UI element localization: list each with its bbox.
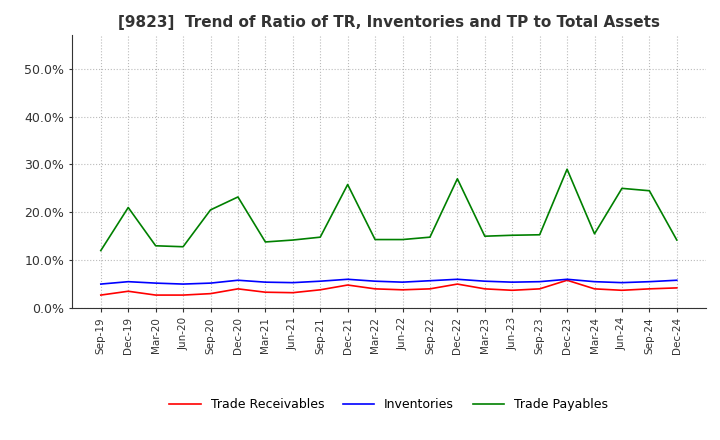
Trade Payables <box>590 231 599 236</box>
Inventories <box>124 279 132 284</box>
Line: Inventories: Inventories <box>101 279 677 284</box>
Trade Receivables <box>563 278 572 283</box>
Trade Payables <box>453 176 462 181</box>
Inventories <box>645 279 654 284</box>
Inventories <box>563 277 572 282</box>
Trade Receivables <box>618 288 626 293</box>
Trade Payables <box>206 207 215 213</box>
Inventories <box>618 280 626 285</box>
Inventories <box>289 280 297 285</box>
Trade Receivables <box>124 289 132 294</box>
Line: Trade Receivables: Trade Receivables <box>101 280 677 295</box>
Trade Payables <box>645 188 654 194</box>
Trade Receivables <box>343 282 352 288</box>
Trade Payables <box>96 248 105 253</box>
Trade Receivables <box>316 287 325 293</box>
Trade Receivables <box>96 293 105 298</box>
Trade Receivables <box>398 287 407 293</box>
Inventories <box>151 280 160 286</box>
Inventories <box>508 279 516 285</box>
Trade Payables <box>426 235 434 240</box>
Inventories <box>261 279 270 285</box>
Inventories <box>590 279 599 284</box>
Inventories <box>426 278 434 283</box>
Inventories <box>536 279 544 284</box>
Trade Payables <box>480 234 489 239</box>
Trade Receivables <box>289 290 297 295</box>
Inventories <box>398 279 407 285</box>
Trade Payables <box>563 167 572 172</box>
Inventories <box>316 279 325 284</box>
Inventories <box>453 277 462 282</box>
Inventories <box>96 282 105 287</box>
Title: [9823]  Trend of Ratio of TR, Inventories and TP to Total Assets: [9823] Trend of Ratio of TR, Inventories… <box>118 15 660 30</box>
Trade Payables <box>508 233 516 238</box>
Legend: Trade Receivables, Inventories, Trade Payables: Trade Receivables, Inventories, Trade Pa… <box>164 393 613 416</box>
Trade Payables <box>672 238 681 243</box>
Trade Receivables <box>233 286 242 291</box>
Trade Receivables <box>536 286 544 291</box>
Trade Payables <box>233 194 242 200</box>
Trade Receivables <box>508 288 516 293</box>
Trade Receivables <box>206 291 215 296</box>
Trade Payables <box>343 182 352 187</box>
Trade Payables <box>289 238 297 243</box>
Trade Payables <box>618 186 626 191</box>
Trade Receivables <box>590 286 599 291</box>
Inventories <box>233 278 242 283</box>
Trade Receivables <box>672 285 681 290</box>
Trade Payables <box>261 239 270 245</box>
Trade Receivables <box>453 282 462 287</box>
Trade Payables <box>124 205 132 210</box>
Line: Trade Payables: Trade Payables <box>101 169 677 250</box>
Trade Receivables <box>371 286 379 291</box>
Trade Payables <box>179 244 187 249</box>
Trade Receivables <box>645 286 654 291</box>
Trade Receivables <box>480 286 489 291</box>
Trade Payables <box>371 237 379 242</box>
Trade Payables <box>536 232 544 238</box>
Inventories <box>672 278 681 283</box>
Inventories <box>206 280 215 286</box>
Trade Receivables <box>179 293 187 298</box>
Trade Payables <box>151 243 160 249</box>
Trade Payables <box>316 235 325 240</box>
Trade Receivables <box>426 286 434 291</box>
Inventories <box>179 282 187 287</box>
Trade Payables <box>398 237 407 242</box>
Inventories <box>480 279 489 284</box>
Inventories <box>343 277 352 282</box>
Trade Receivables <box>151 293 160 298</box>
Trade Receivables <box>261 290 270 295</box>
Inventories <box>371 279 379 284</box>
